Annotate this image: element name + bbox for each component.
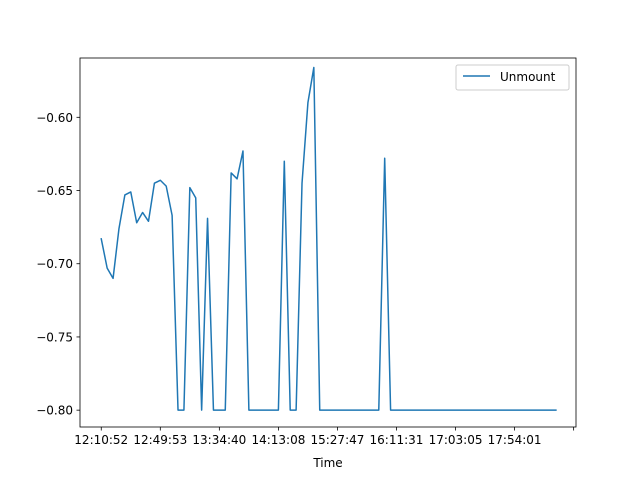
x-tick-label: 17:54:01 xyxy=(488,433,542,447)
y-tick-label: −0.75 xyxy=(36,330,73,344)
x-tick-label: 17:03:05 xyxy=(429,433,483,447)
y-tick-label: −0.65 xyxy=(36,184,73,198)
x-axis-ticks: 12:10:52 12:49:53 13:34:40 14:13:08 15:27:47… xyxy=(74,427,575,447)
x-tick-label: 12:10:52 xyxy=(74,433,128,447)
y-tick-label: −0.80 xyxy=(36,404,73,418)
series-layer xyxy=(100,66,557,411)
x-tick-label: 13:34:40 xyxy=(192,433,246,447)
x-tick-label: 12:49:53 xyxy=(133,433,187,447)
legend-box xyxy=(455,64,570,91)
y-axis-ticks: −0.80 −0.75 −0.70 −0.65 −0.60 xyxy=(36,111,80,418)
plot-frame xyxy=(79,57,577,428)
x-tick-label: 16:11:31 xyxy=(370,433,424,447)
legend: Unmount xyxy=(455,64,570,91)
y-tick-label: −0.60 xyxy=(36,111,73,125)
y-tick-label: −0.70 xyxy=(36,257,73,271)
x-tick-label: 15:27:47 xyxy=(310,433,364,447)
legend-label-unmount: Unmount xyxy=(500,70,556,84)
plot-background xyxy=(80,58,576,427)
series-line-unmount xyxy=(100,66,557,411)
x-tick-label: 14:13:08 xyxy=(251,433,305,447)
x-axis-label: Time xyxy=(312,456,342,470)
